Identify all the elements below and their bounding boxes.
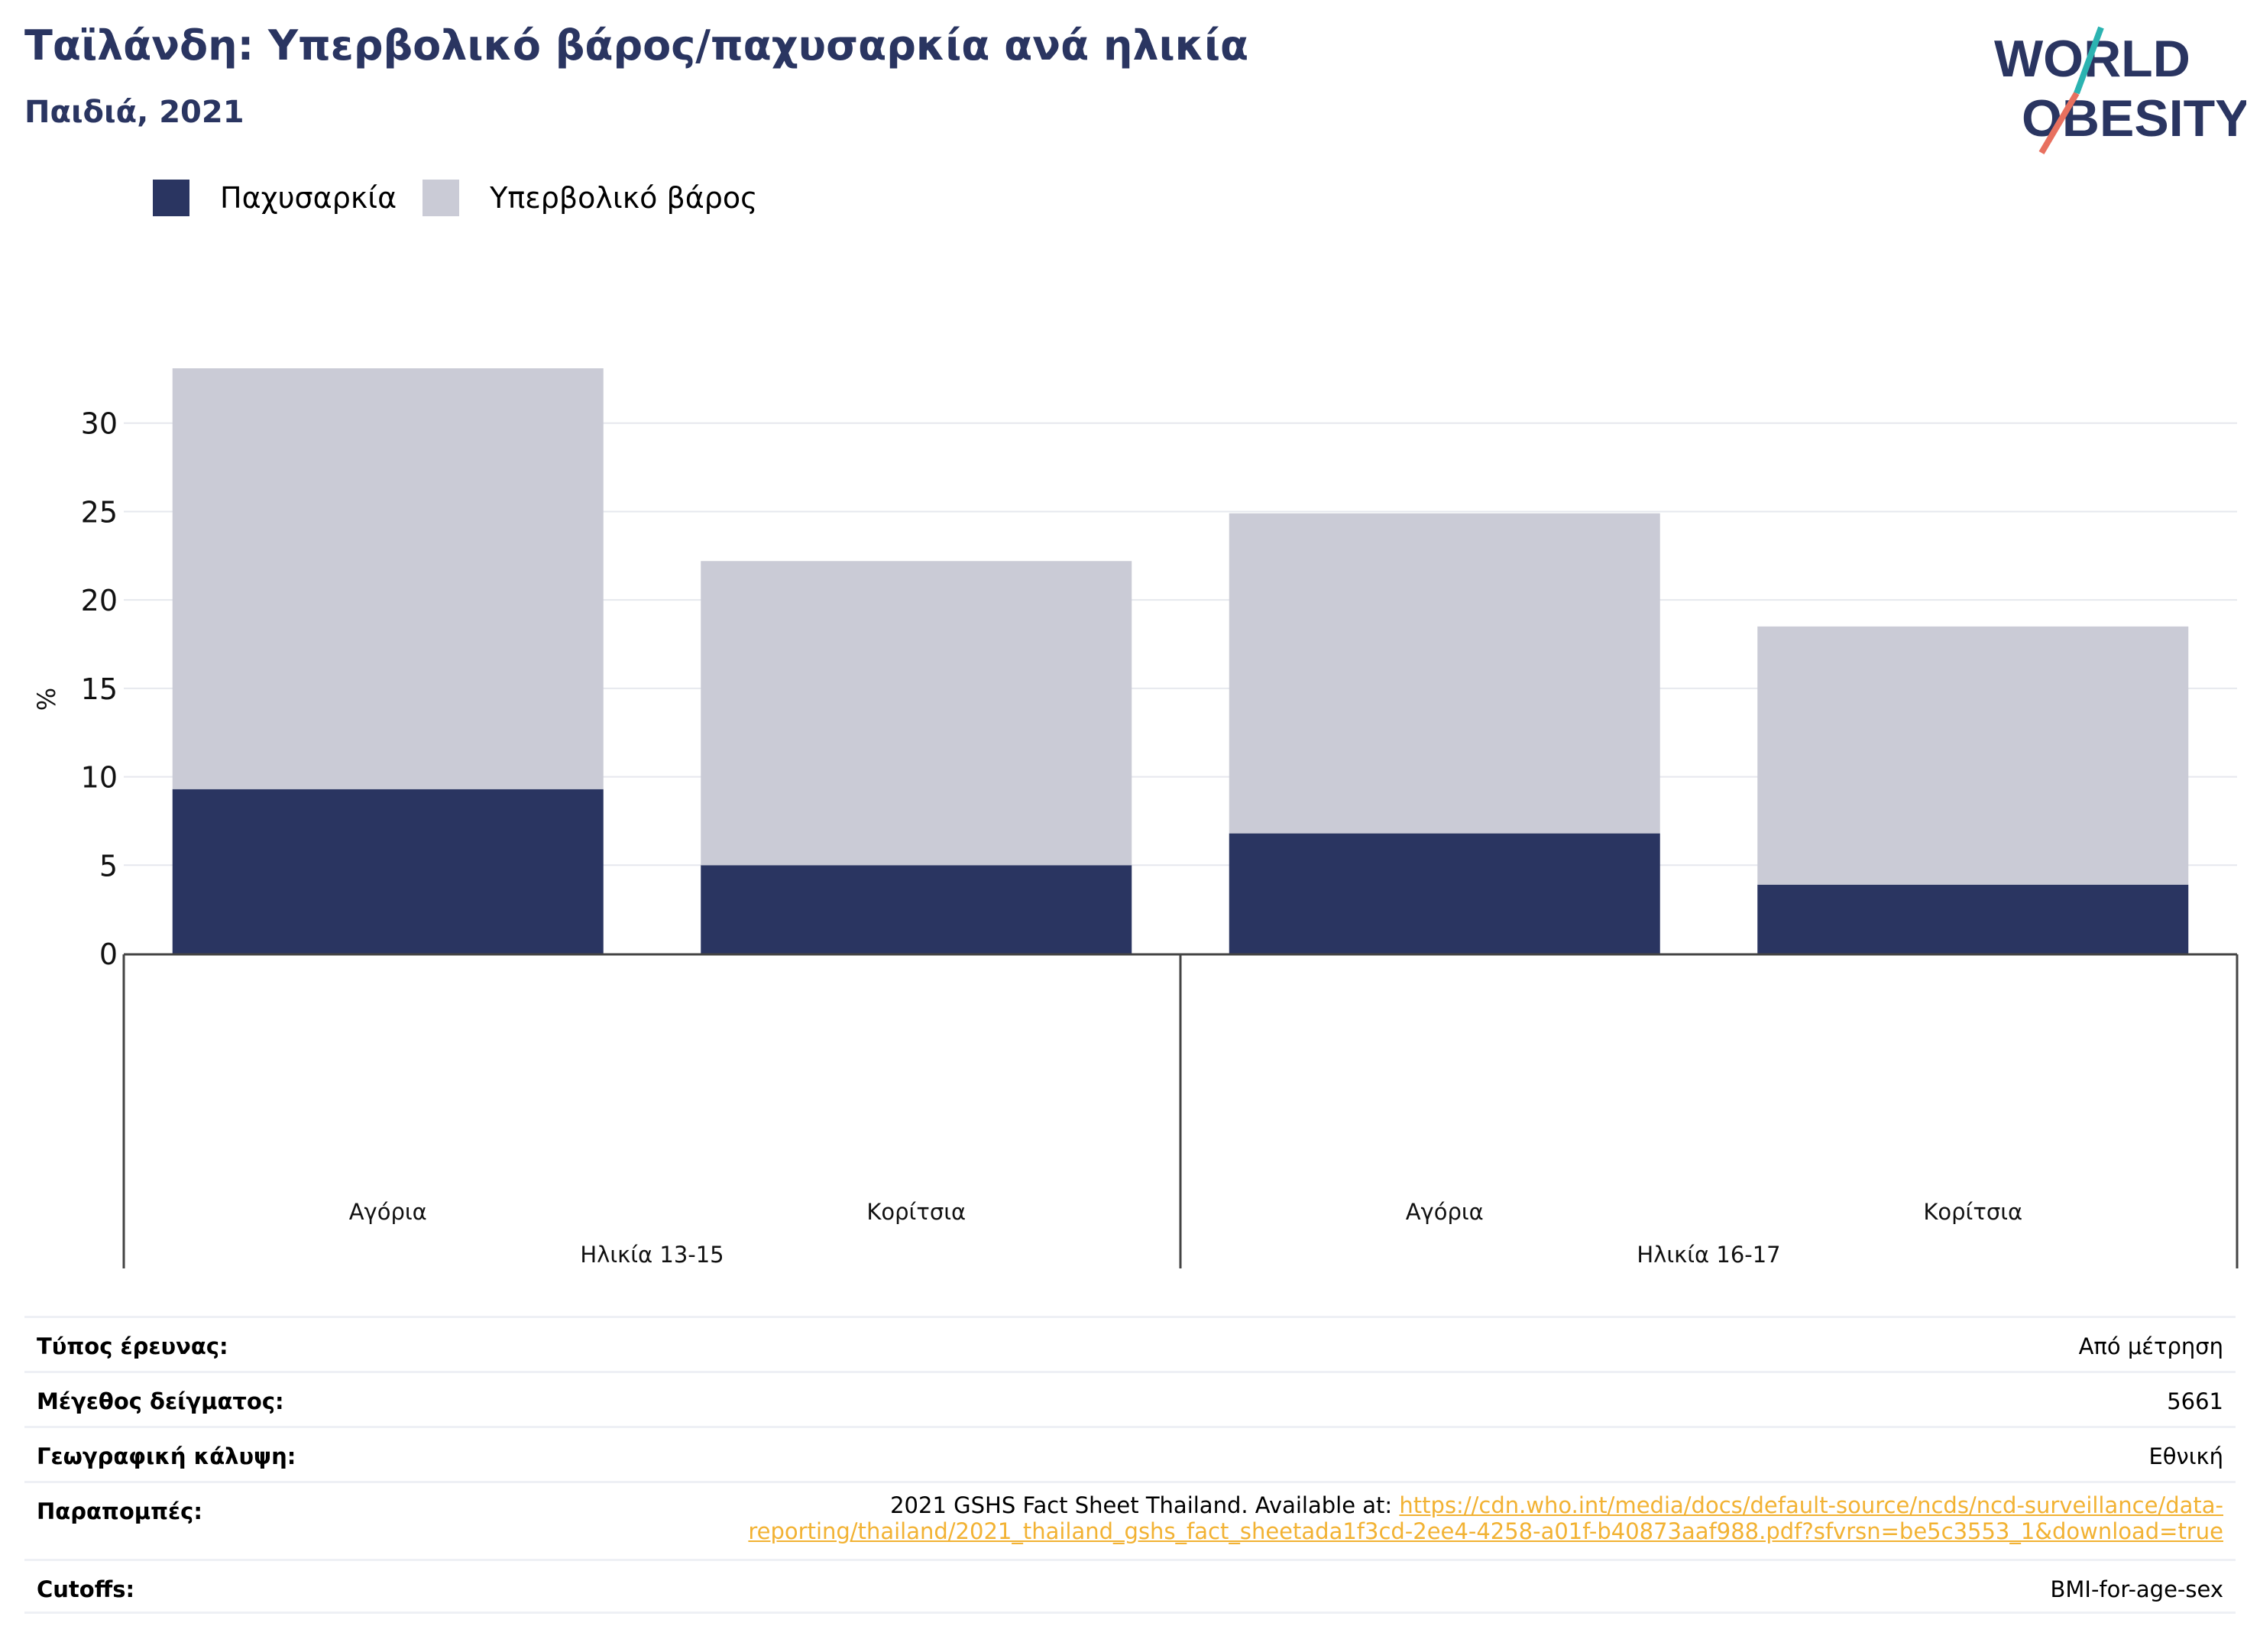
y-tick-label: 0	[99, 938, 118, 971]
group-label: Ηλικία 16-17	[1637, 1242, 1780, 1268]
meta-row-cutoffs: Cutoffs: BMI-for-age-sex	[24, 1559, 2236, 1614]
x-tick-label: Αγόρια	[1406, 1199, 1484, 1225]
x-tick-label: Αγόρια	[349, 1199, 427, 1225]
meta-label-cutoffs: Cutoffs:	[37, 1576, 135, 1602]
bar-overweight	[172, 368, 604, 789]
meta-row-sample-size: Μέγεθος δείγματος: 5661	[24, 1371, 2236, 1426]
legend-label-overweight: Υπερβολικό βάρος	[490, 181, 758, 215]
survey-info-table: Τύπος έρευνας: Από μέτρηση Μέγεθος δείγμ…	[24, 1316, 2236, 1614]
legend-swatch-overweight	[423, 180, 460, 216]
legend-item-overweight: Υπερβολικό βάρος	[423, 180, 757, 216]
y-tick-label: 15	[81, 672, 118, 706]
reference-link-part2[interactable]: reporting/thailand/2021_thailand_gshs_fa…	[748, 1518, 2223, 1544]
meta-row-coverage: Γεωγραφική κάλυψη: Εθνική	[24, 1426, 2236, 1481]
world-obesity-logo: WORLD OBESITY	[1986, 23, 2250, 160]
logo-line2: OBESITY	[2022, 89, 2246, 147]
meta-row-references: Παραπομπές: 2021 GSHS Fact Sheet Thailan…	[24, 1481, 2236, 1559]
legend-swatch-obesity	[153, 180, 189, 216]
logo-slash-teal	[2074, 26, 2104, 95]
x-tick-label: Κορίτσια	[1923, 1199, 2022, 1225]
bar-obesity	[701, 865, 1132, 954]
y-tick-label: 25	[81, 495, 118, 529]
y-tick-label: 20	[81, 584, 118, 617]
bar-overweight	[1757, 626, 2189, 885]
legend-item-obesity: Παχυσαρκία	[153, 180, 397, 216]
bar-overweight	[701, 561, 1132, 866]
y-tick-label: 30	[81, 407, 118, 441]
stacked-bar-chart: 0 5 10 15 20 25 30% Αγόρια Κορίτσια Αγόρια Κορίτσι…	[32, 368, 2239, 1268]
bar-obesity	[172, 789, 604, 954]
bar-obesity	[1757, 884, 2189, 954]
group-label: Ηλικία 13-15	[580, 1242, 724, 1268]
meta-label-survey-type: Τύπος έρευνας:	[37, 1333, 228, 1359]
legend-label-obesity: Παχυσαρκία	[220, 181, 397, 215]
meta-value-cutoffs: BMI-for-age-sex	[2050, 1576, 2223, 1602]
reference-link-part1[interactable]: https://cdn.who.int/media/docs/default-s…	[1399, 1492, 2223, 1518]
bar-obesity	[1229, 833, 1660, 954]
chart-subtitle: Παιδιά, 2021	[24, 95, 244, 130]
y-tick-label: 5	[99, 849, 118, 883]
y-axis-label: %	[32, 688, 61, 711]
x-tick-label: Κορίτσια	[866, 1199, 966, 1225]
chart-legend: Παχυσαρκία Υπερβολικό βάρος	[153, 177, 783, 219]
y-tick-label: 10	[81, 761, 118, 795]
meta-value-coverage: Εθνική	[2148, 1443, 2223, 1469]
meta-value-survey-type: Από μέτρηση	[2078, 1333, 2223, 1359]
meta-row-survey-type: Τύπος έρευνας: Από μέτρηση	[24, 1316, 2236, 1371]
meta-label-references: Παραπομπές:	[37, 1498, 202, 1524]
meta-label-coverage: Γεωγραφική κάλυψη:	[37, 1443, 296, 1469]
reference-text: 2021 GSHS Fact Sheet Thailand. Available…	[890, 1492, 1400, 1518]
logo-slash-coral	[2038, 91, 2080, 155]
chart-title: Ταϊλάνδη: Υπερβολικό βάρος/παχυσαρκία αν…	[24, 21, 1249, 70]
meta-value-sample-size: 5661	[2167, 1388, 2223, 1414]
meta-label-sample-size: Μέγεθος δείγματος:	[37, 1388, 284, 1414]
meta-value-references: 2021 GSHS Fact Sheet Thailand. Available…	[748, 1483, 2223, 1544]
bar-overweight	[1229, 513, 1660, 834]
